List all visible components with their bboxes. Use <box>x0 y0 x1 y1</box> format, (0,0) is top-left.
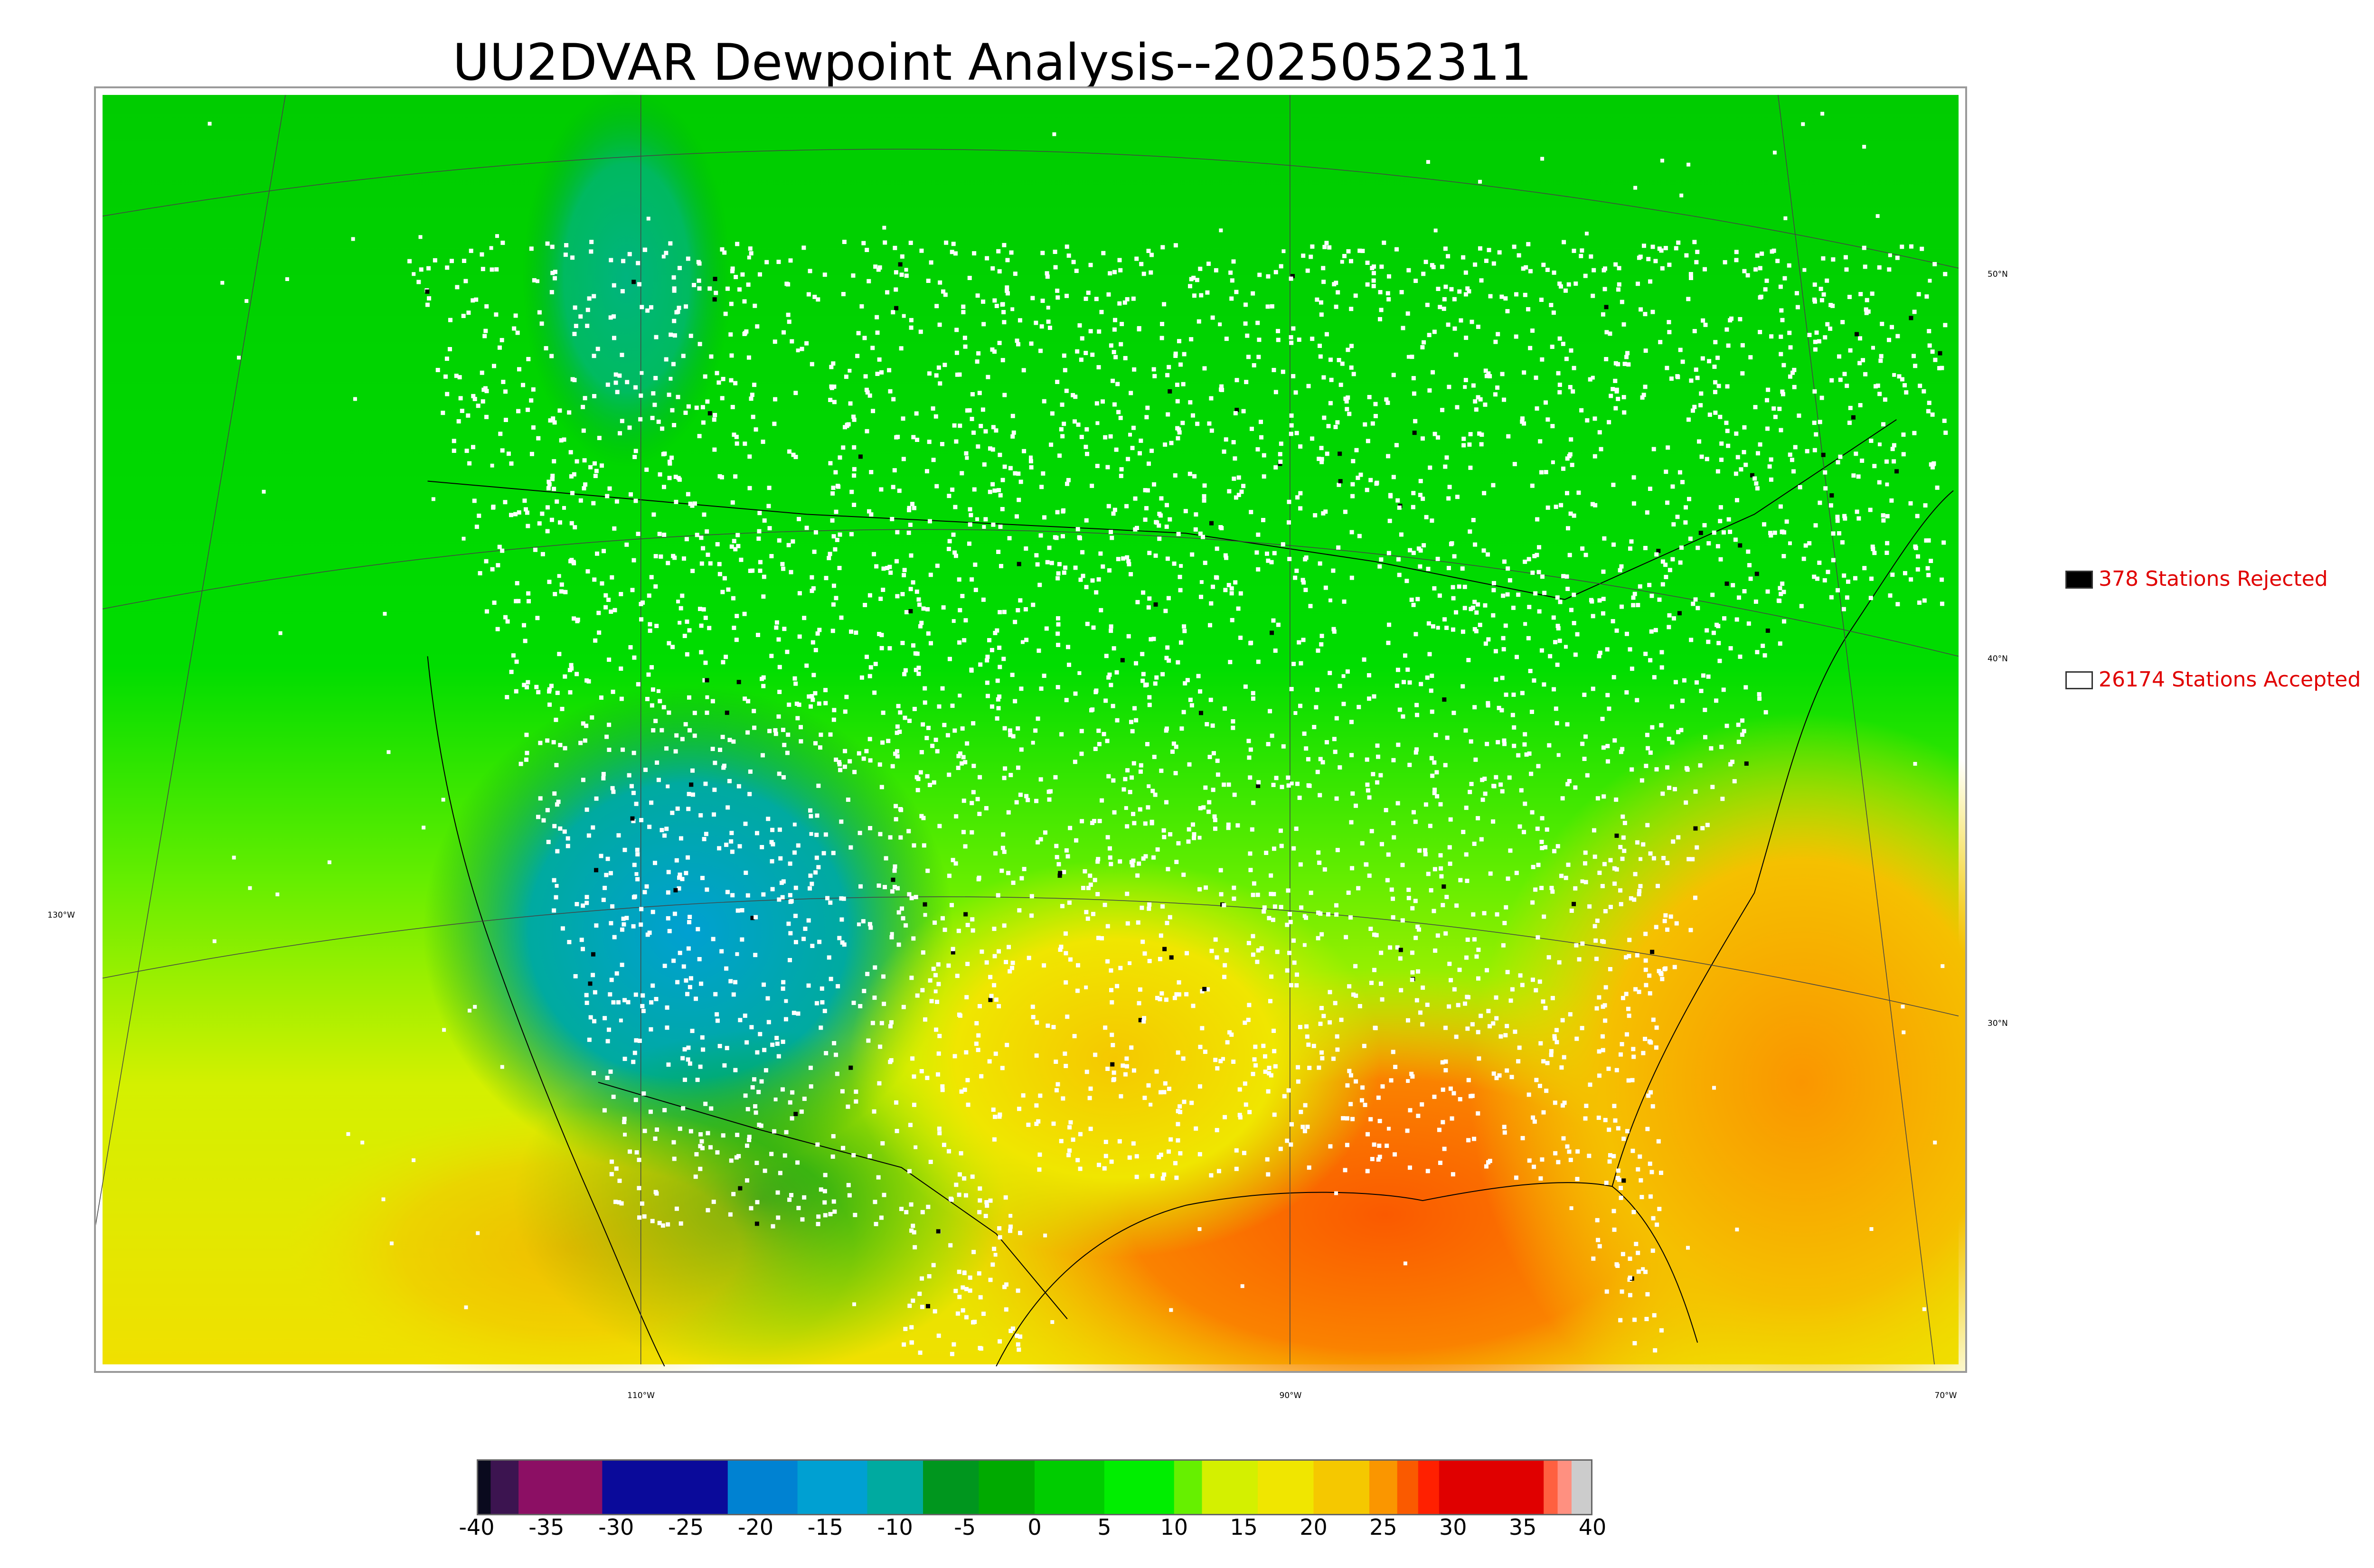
colorbar-band-9 <box>1035 1459 1105 1515</box>
graticule-lat-50 <box>102 149 1959 269</box>
colorbar-tick-label: 35 <box>1508 1514 1537 1540</box>
colorbar-band-14 <box>1313 1459 1370 1515</box>
colorbar-tick-label: 0 <box>1027 1514 1042 1540</box>
colorbar-band-0 <box>477 1459 491 1515</box>
colorbar-band-5 <box>797 1459 868 1515</box>
accepted-label: 26174 Stations Accepted <box>2099 667 2361 692</box>
colorbar-band-8 <box>979 1459 1035 1515</box>
colorbar-tick-label: 5 <box>1097 1514 1112 1540</box>
colorbar-tick-label: 20 <box>1300 1514 1328 1540</box>
colorbar-frame <box>477 1459 1592 1515</box>
colorbar-tick-label: -35 <box>528 1514 565 1540</box>
lat-label-30: 30°N <box>1988 1019 2008 1028</box>
border-mexico <box>598 1081 1068 1319</box>
colorbar-scale <box>477 1459 1593 1515</box>
colorbar-tick-label: -30 <box>598 1514 634 1540</box>
colorbar-band-20 <box>1557 1459 1572 1515</box>
rejected-label: 378 Stations Rejected <box>2099 567 2328 591</box>
lon-label-110: 110°W <box>627 1391 655 1400</box>
colorbar-band-1 <box>490 1459 519 1515</box>
lon-label-70: 70°W <box>1934 1391 1957 1400</box>
colorbar-tick-label: -5 <box>954 1514 976 1540</box>
rejected-swatch <box>2065 571 2093 589</box>
colorbar-band-15 <box>1369 1459 1398 1515</box>
coastline-west <box>427 656 665 1367</box>
colorbar-band-13 <box>1258 1459 1314 1515</box>
lat-label-40: 40°N <box>1988 654 2008 664</box>
colorbar-band-19 <box>1544 1459 1558 1515</box>
colorbar-band-12 <box>1202 1459 1258 1515</box>
colorbar-band-7 <box>923 1459 980 1515</box>
lon-label-90: 90°W <box>1279 1391 1302 1400</box>
colorbar-band-6 <box>867 1459 923 1515</box>
colorbar-band-11 <box>1174 1459 1203 1515</box>
colorbar-band-10 <box>1104 1459 1175 1515</box>
station-markers <box>207 112 1948 1356</box>
colorbar-band-18 <box>1439 1459 1544 1515</box>
colorbar-band-4 <box>727 1459 798 1515</box>
lat-label-50: 50°N <box>1988 270 2008 279</box>
colorbar-band-16 <box>1397 1459 1419 1515</box>
colorbar-tick-label: 25 <box>1369 1514 1397 1540</box>
border-canada <box>427 419 1897 600</box>
lon-label-130: 130°W <box>47 911 75 920</box>
colorbar-tick-label: 30 <box>1439 1514 1467 1540</box>
graticule-lon-130 <box>96 94 286 1226</box>
graticule-lat-40 <box>102 529 1959 657</box>
accepted-swatch <box>2065 671 2093 689</box>
colorbar-band-21 <box>1571 1459 1593 1515</box>
graticule-lon-70 <box>1778 94 1935 1365</box>
colorbar <box>477 1459 1593 1515</box>
colorbar-tick-label: -20 <box>737 1514 774 1540</box>
chart-title: UU2DVAR Dewpoint Analysis--2025052311 <box>452 33 1532 92</box>
coastline-gulf <box>996 1182 1698 1367</box>
dewpoint-map[interactable] <box>94 86 1967 1373</box>
coastline-east <box>1611 490 1954 1187</box>
colorbar-band-17 <box>1418 1459 1440 1515</box>
dewpoint-field <box>96 88 1965 1371</box>
colorbar-tick-label: -10 <box>877 1514 913 1540</box>
colorbar-tick-label: -15 <box>807 1514 843 1540</box>
colorbar-band-2 <box>518 1459 603 1515</box>
colorbar-tick-label: 40 <box>1578 1514 1607 1540</box>
colorbar-tick-label: -25 <box>668 1514 704 1540</box>
colorbar-band-3 <box>602 1459 728 1515</box>
colorbar-tick-label: 10 <box>1160 1514 1188 1540</box>
colorbar-tick-label: 15 <box>1230 1514 1258 1540</box>
colorbar-tick-label: -40 <box>459 1514 495 1540</box>
